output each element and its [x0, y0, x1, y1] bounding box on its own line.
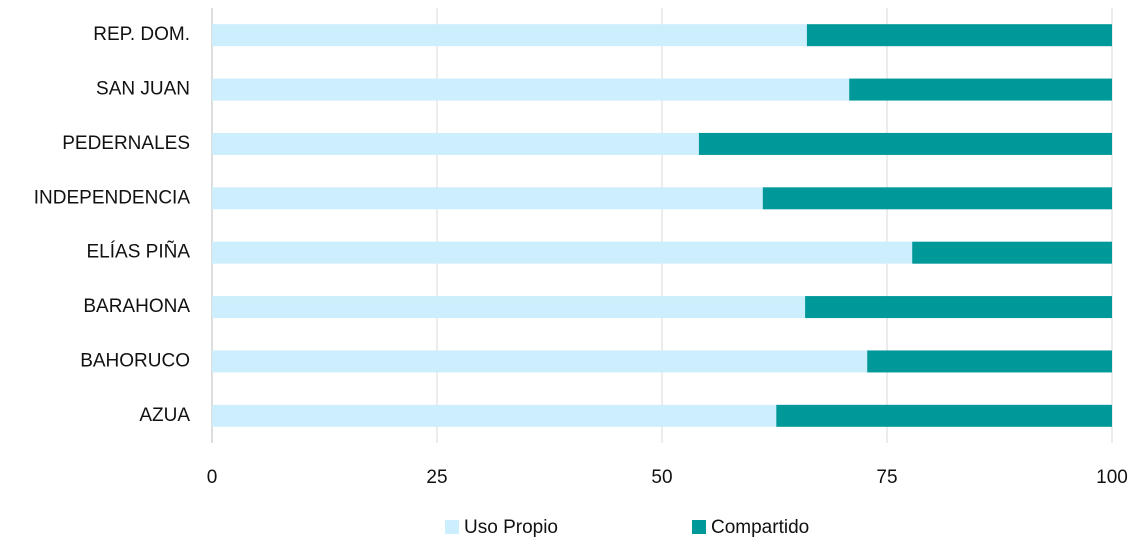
- bar: [776, 404, 1112, 427]
- x-tick-label: 75: [876, 467, 897, 488]
- bar: [912, 241, 1112, 264]
- y-tick-label: BAHORUCO: [80, 350, 190, 371]
- x-tick-label: 25: [426, 467, 447, 488]
- bar: [212, 132, 699, 155]
- bar: [212, 296, 806, 319]
- y-tick-label: PEDERNALES: [62, 133, 190, 154]
- legend-label: Uso Propio: [464, 517, 558, 538]
- legend-label: Compartido: [711, 517, 809, 538]
- x-tick-label: 0: [207, 467, 218, 488]
- bar: [212, 78, 850, 101]
- bar: [212, 187, 763, 210]
- y-tick-label: BARAHONA: [83, 296, 190, 317]
- bar: [212, 404, 777, 427]
- bar: [212, 350, 868, 373]
- bar: [212, 24, 807, 47]
- bar: [762, 187, 1112, 210]
- legend-swatch: [445, 520, 459, 534]
- bar: [867, 350, 1112, 373]
- legend-swatch: [692, 520, 706, 534]
- bar: [806, 24, 1112, 47]
- bar: [849, 78, 1112, 101]
- bar: [698, 132, 1112, 155]
- bar: [805, 296, 1112, 319]
- y-tick-label: INDEPENDENCIA: [34, 187, 191, 208]
- y-tick-label: REP. DOM.: [93, 24, 190, 45]
- y-tick-label: ELÍAS PIÑA: [87, 241, 191, 263]
- y-tick-label: AZUA: [139, 405, 190, 426]
- x-tick-label: 100: [1096, 467, 1128, 488]
- y-tick-label: SAN JUAN: [96, 79, 190, 100]
- x-tick-label: 50: [651, 467, 672, 488]
- bar: [212, 241, 913, 264]
